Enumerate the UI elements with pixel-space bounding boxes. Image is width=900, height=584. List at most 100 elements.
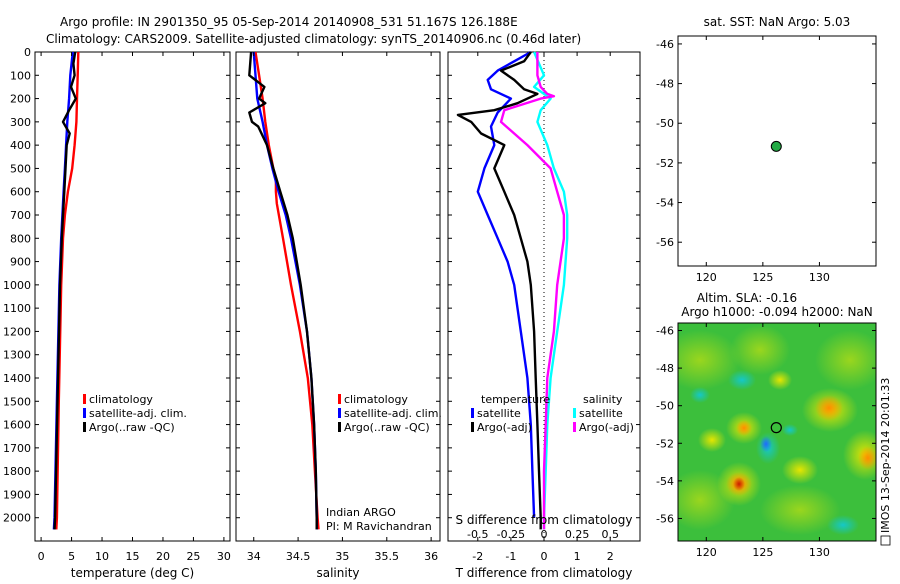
legend-entry: Argo(..raw -QC) xyxy=(89,421,175,434)
lat-tick-label: -56 xyxy=(656,236,674,249)
x-tick-label: -1 xyxy=(505,550,516,563)
x-tick-label: 36 xyxy=(424,550,438,563)
argo-float-marker xyxy=(770,140,782,152)
y-tick-label: 1800 xyxy=(3,465,31,478)
imos-logo-icon xyxy=(880,535,891,546)
legend-swatch xyxy=(573,408,576,418)
y-tick-label: 2000 xyxy=(3,512,31,525)
legend-swatch xyxy=(83,422,86,432)
legend-temperature-title: temperature xyxy=(481,393,550,406)
y-tick-label: 1300 xyxy=(3,349,31,362)
temperature-xlabel: temperature (deg C) xyxy=(71,566,194,580)
lat-tick-label: -56 xyxy=(656,512,674,525)
series-line-salinity-argo-adj- xyxy=(499,52,566,530)
x-tick-label: 15 xyxy=(126,550,140,563)
lon-tick-label: 125 xyxy=(752,546,773,559)
series-line-temperature-satellite xyxy=(476,50,536,518)
sla-title-line-2: Argo h1000: -0.094 h2000: NaN xyxy=(681,305,873,319)
legend-swatch xyxy=(83,408,86,418)
series-line-argo-raw-qc- xyxy=(248,51,318,530)
y-tick-label: 300 xyxy=(10,116,31,129)
t-difference-label: T difference from climatology xyxy=(455,566,633,580)
y-tick-label: 1500 xyxy=(3,395,31,408)
imos-side-label: IMOS 13-Sep-2014 20:01:33 xyxy=(879,378,892,546)
legend-swatch xyxy=(338,408,341,418)
lon-tick-label: 120 xyxy=(696,271,717,284)
lat-tick-label: -48 xyxy=(656,78,674,91)
y-tick-label: 1400 xyxy=(3,372,31,385)
legend-entry: climatology xyxy=(344,393,408,406)
legend-swatch xyxy=(471,422,474,432)
x-tick-label: -2 xyxy=(472,550,483,563)
legend-entry: satellite xyxy=(579,407,623,420)
title-line-2: Climatology: CARS2009. Satellite-adjuste… xyxy=(46,32,581,46)
s-tick-label: 0.25 xyxy=(565,528,590,541)
legend-swatch xyxy=(338,422,341,432)
x-tick-label: 20 xyxy=(156,550,170,563)
y-tick-label: 900 xyxy=(10,256,31,269)
x-tick-label: 10 xyxy=(95,550,109,563)
lat-tick-label: -54 xyxy=(656,475,674,488)
s-difference-label: S difference from climatology xyxy=(456,513,633,527)
lon-tick-label: 120 xyxy=(696,546,717,559)
lon-tick-label: 125 xyxy=(752,271,773,284)
series-line-temperature-argo-adj- xyxy=(456,51,542,530)
y-tick-label: 1900 xyxy=(3,488,31,501)
lat-tick-label: -48 xyxy=(656,362,674,375)
lat-tick-label: -52 xyxy=(656,437,674,450)
x-tick-label: 5 xyxy=(68,550,75,563)
legend-salinity-title: salinity xyxy=(583,393,623,406)
legend-entry: Argo(..raw -QC) xyxy=(344,421,430,434)
salinity-panel: 34 34.5 35 35.5 36 salinity climatologysatelli… xyxy=(235,51,442,580)
x-tick-label: 35.5 xyxy=(375,550,400,563)
sst-map-title: sat. SST: NaN Argo: 5.03 xyxy=(704,15,851,29)
sla-location-map: Altim. SLA: -0.16 Argo h1000: -0.094 h20… xyxy=(656,291,877,559)
legend-entry: satellite-adj. clim. xyxy=(89,407,187,420)
x-tick-label: 35 xyxy=(335,550,349,563)
lat-tick-label: -52 xyxy=(656,157,674,170)
argo-program-annotation: PI: M Ravichandran xyxy=(326,520,432,533)
s-tick-label: 0.5 xyxy=(601,528,619,541)
y-tick-label: 1600 xyxy=(3,419,31,432)
imos-timestamp: IMOS 13-Sep-2014 20:01:33 xyxy=(879,378,892,533)
argo-float-marker xyxy=(770,422,782,434)
legend-swatch xyxy=(573,422,576,432)
location_sla-frame xyxy=(677,322,877,542)
legend-entry: satellite-adj. clim. xyxy=(344,407,442,420)
lat-tick-label: -54 xyxy=(656,197,674,210)
lon-tick-label: 130 xyxy=(809,271,830,284)
y-tick-label: 1100 xyxy=(3,302,31,315)
x-tick-label: 0 xyxy=(541,550,548,563)
legend-entry: Argo(-adj) xyxy=(579,421,634,434)
legend-entry: satellite xyxy=(477,407,521,420)
lat-tick-label: -50 xyxy=(656,400,674,413)
x-tick-label: 25 xyxy=(186,550,200,563)
legend-swatch xyxy=(83,394,86,404)
legend-entry: Argo(-adj) xyxy=(477,421,532,434)
y-tick-label: 600 xyxy=(10,186,31,199)
x-tick-label: 0 xyxy=(38,550,45,563)
argo-program-annotation: Indian ARGO xyxy=(326,506,396,519)
x-tick-label: 1 xyxy=(574,550,581,563)
sst-location-map: sat. SST: NaN Argo: 5.03 120 125 130 -46 -48… xyxy=(656,15,877,284)
y-tick-label: 400 xyxy=(10,139,31,152)
series-line-argo-raw-qc- xyxy=(53,51,78,530)
s-tick-label: -0.5 xyxy=(467,528,488,541)
difference-panel: -2 -1 0 1 2 -0.5 -0.25 0 0.25 0.5S difference fro… xyxy=(447,50,641,580)
sla-title-line-1: Altim. SLA: -0.16 xyxy=(697,291,797,305)
lat-tick-label: -46 xyxy=(656,325,674,338)
salinity-frame xyxy=(235,51,441,542)
temperature-panel: 0100200300400500600700800900100011001200… xyxy=(3,46,231,580)
y-tick-label: 500 xyxy=(10,162,31,175)
lat-tick-label: -46 xyxy=(656,38,674,51)
title-line-1: Argo profile: IN 2901350_95 05-Sep-2014 … xyxy=(60,15,518,29)
s-tick-label: 0 xyxy=(541,528,548,541)
location_sst-frame xyxy=(677,35,877,267)
x-tick-label: 34.5 xyxy=(286,550,311,563)
lat-tick-label: -50 xyxy=(656,117,674,130)
y-tick-label: 1000 xyxy=(3,279,31,292)
x-tick-label: 2 xyxy=(607,550,614,563)
legend-swatch xyxy=(338,394,341,404)
y-tick-label: 1700 xyxy=(3,442,31,455)
